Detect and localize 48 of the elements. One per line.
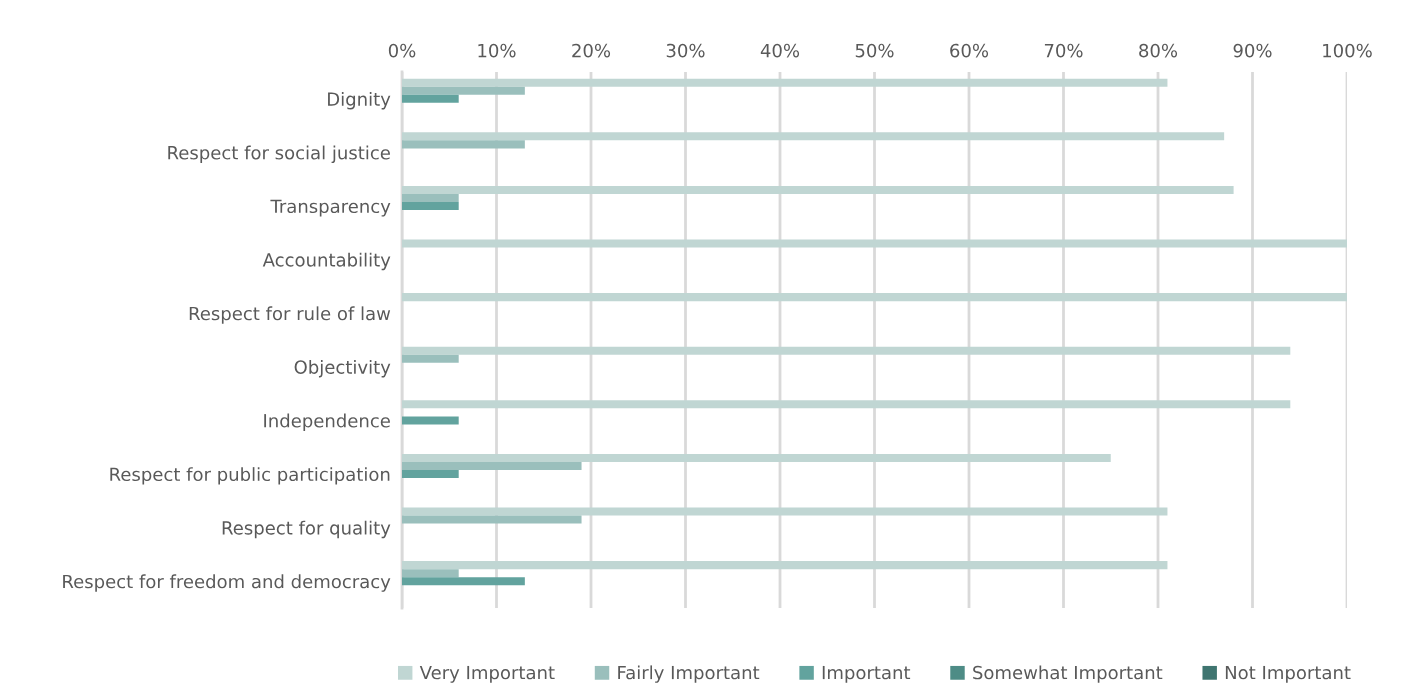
bar	[402, 507, 1168, 516]
x-tick-label: 0%	[388, 43, 416, 58]
bar	[402, 78, 1168, 87]
bar	[402, 469, 459, 479]
bar	[402, 201, 459, 211]
bar	[402, 569, 459, 578]
bar	[402, 515, 582, 524]
x-tick-label: 80%	[1139, 43, 1178, 58]
bar	[402, 185, 1234, 194]
legend-label: Important	[822, 665, 911, 683]
legend-label: Fairly Important	[618, 665, 760, 683]
bar	[402, 461, 582, 470]
x-tick-label: 50%	[855, 43, 894, 58]
x-tick-label: 90%	[1233, 43, 1272, 58]
bar	[402, 239, 1347, 248]
bar	[402, 453, 1111, 462]
y-tick-label: Accountability	[262, 252, 391, 271]
x-tick-label: 30%	[666, 43, 705, 58]
y-tick-label: Dignity	[328, 91, 391, 110]
bar	[402, 561, 1168, 570]
bar	[402, 132, 1225, 141]
y-tick-label: Objectivity	[294, 359, 391, 378]
bar	[402, 140, 525, 149]
bar	[402, 86, 525, 95]
y-tick-label: Respect for freedom and democracy	[63, 574, 391, 592]
bar	[402, 400, 1291, 409]
legend-label: Not Important	[1225, 665, 1351, 683]
bar	[402, 416, 459, 425]
bar	[402, 94, 459, 103]
bar	[402, 193, 459, 202]
legend-label: Very Important	[419, 665, 555, 683]
y-tick-label: Respect for public participation	[110, 467, 390, 485]
x-tick-label: 10%	[478, 43, 516, 58]
x-tick-label: 60%	[950, 43, 989, 58]
bar	[402, 577, 525, 586]
y-tick-label: Independence	[264, 413, 390, 432]
y-tick-label: Respect for rule of law	[189, 306, 391, 324]
x-tick-label: 70%	[1044, 43, 1083, 58]
x-tick-label: 20%	[572, 43, 611, 58]
legend-label: Somewhat Important	[973, 665, 1163, 683]
x-tick-label: 40%	[760, 43, 800, 58]
x-tick-label: 100%	[1323, 43, 1372, 58]
bar	[402, 293, 1347, 302]
bar	[402, 346, 1291, 355]
y-tick-label: Transparency	[270, 199, 391, 217]
bar	[402, 354, 459, 363]
y-tick-label: Respect for quality	[222, 520, 391, 539]
y-tick-label: Respect for social justice	[168, 145, 390, 164]
